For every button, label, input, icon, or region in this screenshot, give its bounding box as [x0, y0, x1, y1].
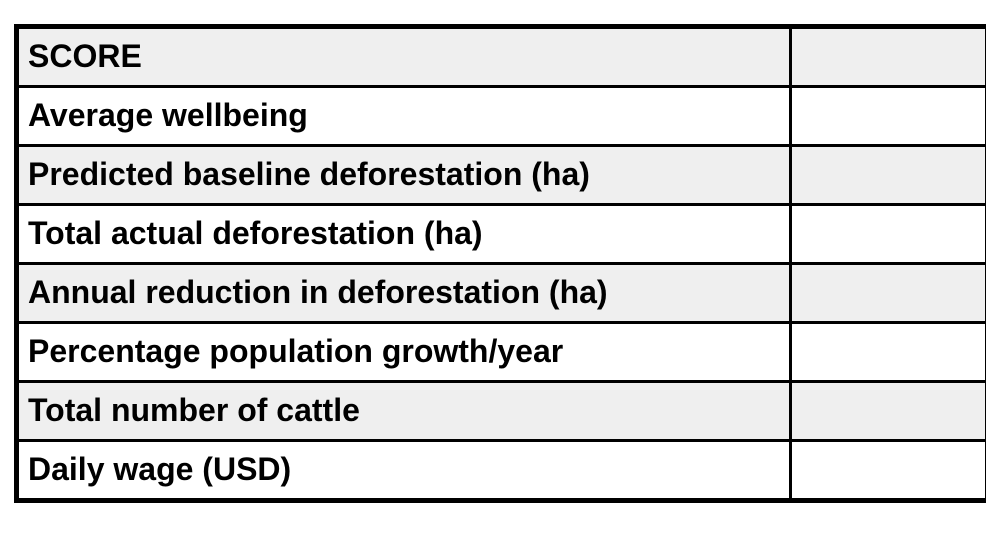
value-cell-score[interactable] — [789, 25, 986, 88]
value-cell-average-wellbeing[interactable] — [789, 85, 986, 147]
row-label-average-wellbeing: Average wellbeing — [15, 85, 792, 147]
table-row: Percentage population growth/year — [15, 321, 986, 383]
row-label-annual-reduction-deforestation: Annual reduction in deforestation (ha) — [15, 262, 792, 324]
value-cell-total-actual-deforestation[interactable] — [789, 203, 986, 265]
row-label-predicted-baseline-deforestation: Predicted baseline deforestation (ha) — [15, 144, 792, 206]
row-label-total-number-of-cattle: Total number of cattle — [15, 380, 792, 442]
value-cell-daily-wage[interactable] — [789, 439, 986, 502]
table-row: Average wellbeing — [15, 85, 986, 147]
value-cell-predicted-baseline-deforestation[interactable] — [789, 144, 986, 206]
table-row: Total actual deforestation (ha) — [15, 203, 986, 265]
row-label-score: SCORE — [15, 25, 792, 88]
table-row: Total number of cattle — [15, 380, 986, 442]
row-label-percentage-population-growth: Percentage population growth/year — [15, 321, 792, 383]
value-cell-total-number-of-cattle[interactable] — [789, 380, 986, 442]
table-row: Annual reduction in deforestation (ha) — [15, 262, 986, 324]
value-cell-annual-reduction-deforestation[interactable] — [789, 262, 986, 324]
table-row: SCORE — [15, 25, 986, 88]
score-table: SCORE Average wellbeing Predicted baseli… — [14, 24, 986, 503]
table-row: Predicted baseline deforestation (ha) — [15, 144, 986, 206]
row-label-total-actual-deforestation: Total actual deforestation (ha) — [15, 203, 792, 265]
table-row: Daily wage (USD) — [15, 439, 986, 502]
value-cell-percentage-population-growth[interactable] — [789, 321, 986, 383]
row-label-daily-wage: Daily wage (USD) — [15, 439, 792, 502]
